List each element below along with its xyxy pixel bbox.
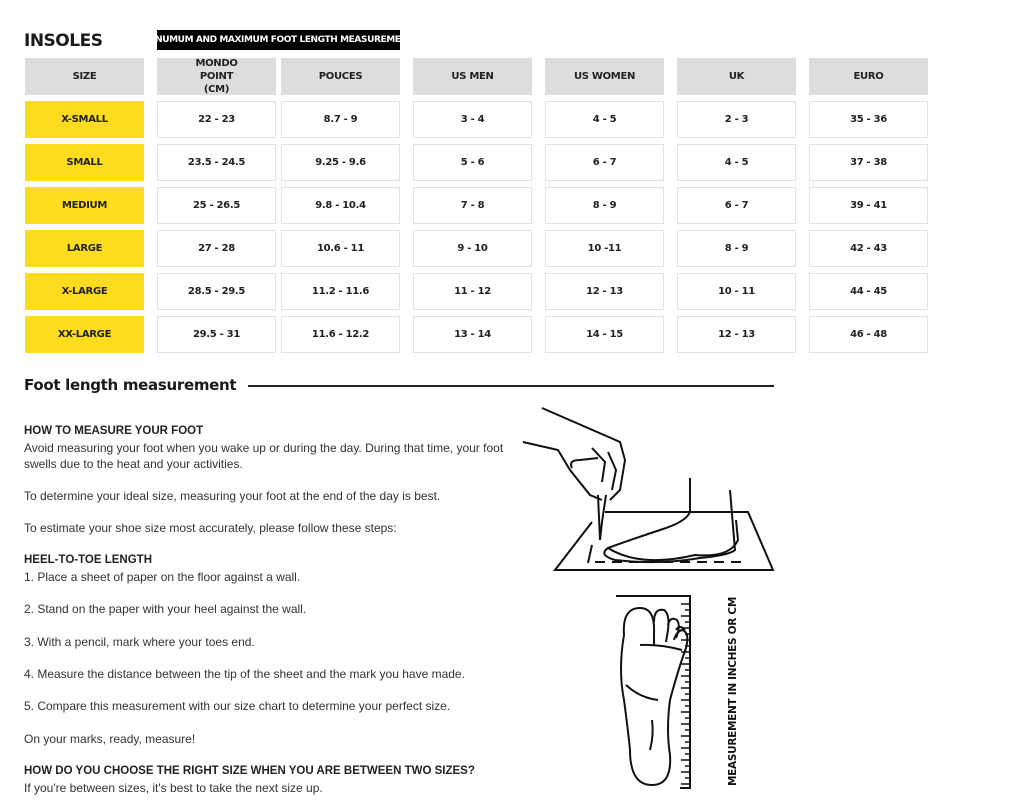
cell-euro: 39 - 41 (809, 187, 928, 224)
measurement-label: MEASUREMENT IN INCHES OR CM (727, 597, 739, 786)
cell-uk: 12 - 13 (677, 316, 796, 353)
cell-euro: 42 - 43 (809, 230, 928, 267)
between-text: If you're between sizes, it's best to ta… (24, 781, 323, 795)
cell-us-men: 11 - 12 (413, 273, 532, 310)
cell-pouces: 9.25 - 9.6 (281, 144, 400, 181)
cell-us-men: 5 - 6 (413, 144, 532, 181)
step-2: 2. Stand on the paper with your heel aga… (24, 602, 307, 616)
between-heading: HOW DO YOU CHOOSE THE RIGHT SIZE WHEN YO… (24, 765, 475, 777)
cell-mondo-point: 28.5 - 29.5 (157, 273, 276, 310)
how-paragraph-2: To determine your ideal size, measuring … (24, 489, 441, 503)
size-label-cell: MEDIUM (25, 187, 144, 224)
cell-mondo-point: 25 - 26.5 (157, 187, 276, 224)
header-euro: EURO (809, 58, 928, 95)
how-heading: HOW TO MEASURE YOUR FOOT (24, 425, 204, 437)
cell-mondo-point: 29.5 - 31 (157, 316, 276, 353)
header-pouces: POUCES (281, 58, 400, 95)
header-size: SIZE (25, 58, 144, 95)
pencil-marking-foot-illustration (522, 407, 775, 571)
cell-uk: 4 - 5 (677, 144, 796, 181)
cell-us-women: 8 - 9 (545, 187, 664, 224)
cell-us-women: 6 - 7 (545, 144, 664, 181)
header-uk: UK (677, 58, 796, 95)
cell-uk: 8 - 9 (677, 230, 796, 267)
cell-mondo-point: 22 - 23 (157, 101, 276, 138)
section-title: Foot length measurement (24, 376, 237, 394)
cell-pouces: 11.6 - 12.2 (281, 316, 400, 353)
step-5: 5. Compare this measurement with our siz… (24, 699, 451, 713)
cell-uk: 10 - 11 (677, 273, 796, 310)
foot-ruler-illustration (616, 595, 691, 789)
cell-us-women: 12 - 13 (545, 273, 664, 310)
step-4: 4. Measure the distance between the tip … (24, 667, 465, 681)
how-paragraph-3: To estimate your shoe size most accurate… (24, 521, 397, 535)
header-us-men: US MEN (413, 58, 532, 95)
cell-euro: 44 - 45 (809, 273, 928, 310)
cell-us-men: 3 - 4 (413, 101, 532, 138)
cell-euro: 37 - 38 (809, 144, 928, 181)
cell-uk: 6 - 7 (677, 187, 796, 224)
cell-us-men: 9 - 10 (413, 230, 532, 267)
cell-us-women: 14 - 15 (545, 316, 664, 353)
header-mondo-point: MONDO POINT (CM) (157, 58, 276, 95)
cell-euro: 46 - 48 (809, 316, 928, 353)
cell-pouces: 9.8 - 10.4 (281, 187, 400, 224)
size-label-cell: X-LARGE (25, 273, 144, 310)
cell-mondo-point: 23.5 - 24.5 (157, 144, 276, 181)
closing-text: On your marks, ready, measure! (24, 732, 196, 746)
measurement-banner: MINUMUM AND MAXIMUM FOOT LENGTH MEASUREM… (144, 30, 414, 50)
cell-uk: 2 - 3 (677, 101, 796, 138)
divider (248, 385, 774, 387)
header-us-women: US WOMEN (545, 58, 664, 95)
cell-pouces: 10.6 - 11 (281, 230, 400, 267)
cell-us-men: 7 - 8 (413, 187, 532, 224)
cell-us-women: 10 -11 (545, 230, 664, 267)
cell-mondo-point: 27 - 28 (157, 230, 276, 267)
heel-heading: HEEL-TO-TOE LENGTH (24, 554, 152, 566)
page-title: INSOLES (24, 31, 103, 51)
cell-pouces: 8.7 - 9 (281, 101, 400, 138)
size-label-cell: X-SMALL (25, 101, 144, 138)
size-label-cell: LARGE (25, 230, 144, 267)
how-paragraph-1: Avoid measuring your foot when you wake … (24, 441, 504, 471)
cell-us-women: 4 - 5 (545, 101, 664, 138)
cell-us-men: 13 - 14 (413, 316, 532, 353)
cell-euro: 35 - 36 (809, 101, 928, 138)
size-label-cell: SMALL (25, 144, 144, 181)
cell-pouces: 11.2 - 11.6 (281, 273, 400, 310)
step-1: 1. Place a sheet of paper on the floor a… (24, 570, 301, 584)
step-3: 3. With a pencil, mark where your toes e… (24, 635, 255, 649)
size-label-cell: XX-LARGE (25, 316, 144, 353)
